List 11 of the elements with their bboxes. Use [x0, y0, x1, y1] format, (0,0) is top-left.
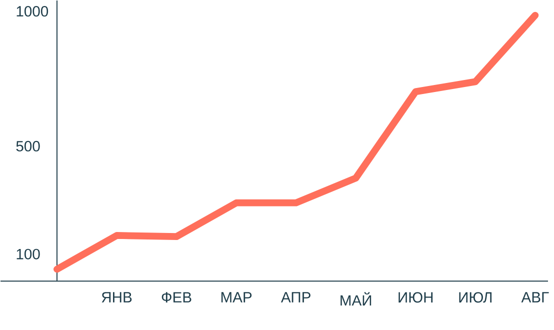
x-tick-label: ИЮН	[398, 292, 433, 302]
x-tick-label: АВГ	[521, 292, 549, 302]
y-tick-label: 500	[16, 140, 40, 152]
y-tick-label: 1000	[16, 6, 48, 16]
x-tick-label: АПР	[280, 292, 310, 302]
x-tick-label: МАР	[221, 292, 252, 302]
x-tick-label: ИЮЛ	[459, 292, 492, 302]
x-tick-label: ЯНВ	[102, 292, 132, 302]
x-tick-label: МАЙ	[340, 292, 372, 306]
x-tick-label: ФЕВ	[162, 292, 192, 302]
y-tick-label: 100	[16, 248, 40, 260]
